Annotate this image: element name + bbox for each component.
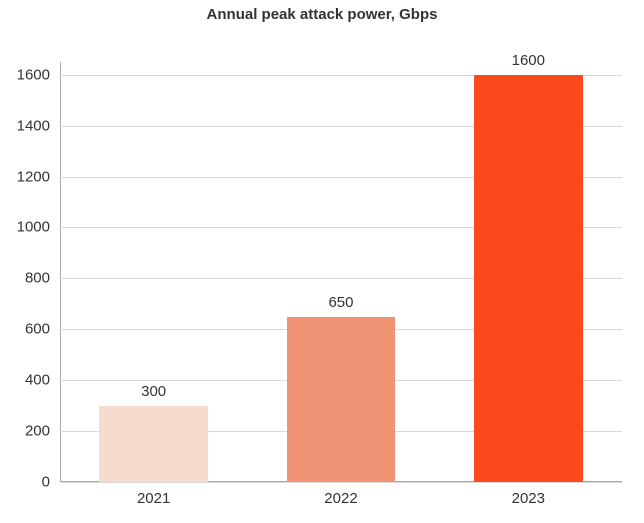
- y-tick-label: 1600: [17, 66, 60, 83]
- y-tick-label: 200: [25, 423, 60, 440]
- y-tick-label: 800: [25, 270, 60, 287]
- x-tick-label: 2023: [435, 482, 622, 507]
- y-tick-label: 1000: [17, 219, 60, 236]
- bar-value-label: 650: [287, 294, 396, 317]
- bar-value-label: 300: [99, 383, 208, 406]
- bar-2023: 1600: [474, 75, 583, 482]
- bar-2021: 300: [99, 406, 208, 482]
- y-tick-label: 400: [25, 372, 60, 389]
- chart-title: Annual peak attack power, Gbps: [0, 6, 644, 23]
- bar-chart: Annual peak attack power, Gbps 0 200 400 60…: [0, 0, 644, 523]
- plot-area: 02004006008001000120014001600 3006501600…: [60, 62, 622, 482]
- y-tick-label: 1400: [17, 117, 60, 134]
- x-tick-label: 2022: [247, 482, 434, 507]
- bar-2022: 650: [287, 317, 396, 482]
- y-tick-label: 600: [25, 321, 60, 338]
- bar-value-label: 1600: [474, 52, 583, 75]
- y-tick-label: 1200: [17, 168, 60, 185]
- y-tick-label: 0: [42, 474, 60, 491]
- x-tick-label: 2021: [60, 482, 247, 507]
